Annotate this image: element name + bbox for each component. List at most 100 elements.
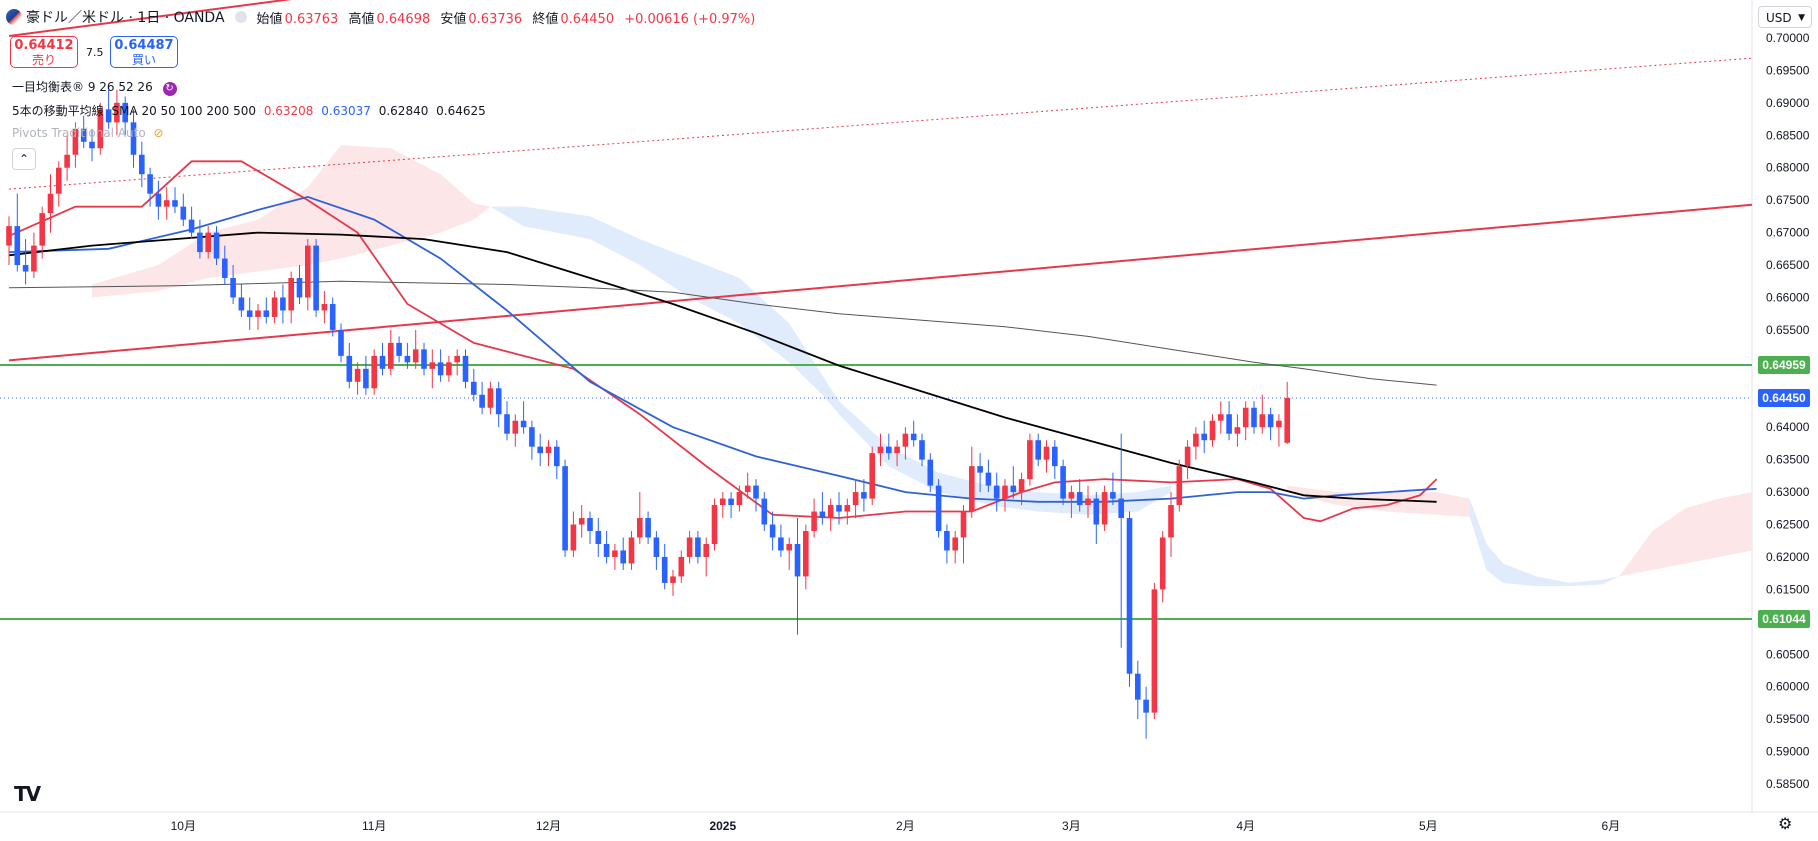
ma-title: 5本の移動平均線 [12,104,104,118]
candle-body [661,556,668,583]
candle-body [1143,699,1149,713]
legend-ma[interactable]: 5本の移動平均線 SMA 20 50 100 200 500 0.63208 0… [12,102,486,119]
buy-button[interactable]: 0.64487 買い [110,36,178,68]
candle-body [31,245,37,272]
candle-body [1234,427,1241,434]
trend-line-solid [8,0,293,38]
candle-body [504,414,510,434]
candle-body [637,518,643,538]
pivots-label: Pivots Traditional Auto [12,126,146,140]
close-label: 終値 [532,11,559,27]
buy-label: 買い [131,53,156,67]
collapse-legend-button[interactable]: ⌃ [12,148,36,170]
sell-price: 0.64412 [14,38,74,53]
candle-body [686,537,693,557]
hidden-eye-icon[interactable]: ⊘ [153,126,164,140]
candle-body [1251,407,1257,428]
candle-body [944,531,950,551]
ma-line-sma100 [8,231,1437,503]
candle-body [14,226,21,266]
ma-params: SMA 20 50 100 200 500 [111,104,256,118]
candle-body [1259,414,1266,428]
open-label: 始値 [256,11,283,27]
candle-body [612,550,618,557]
price-label-bg [1758,356,1810,375]
ma20-value: 0.63208 [263,104,314,118]
candle-body [1276,420,1282,428]
legend-pivots[interactable]: Pivots Traditional Auto ⊘ [12,126,164,140]
candle-body [346,355,353,382]
candle-body [1284,398,1290,443]
candle-body [495,388,502,415]
candle-body [105,109,112,123]
spread-value: 7.5 [86,46,104,59]
high-label: 高値 [348,11,375,27]
candle-body [778,537,784,551]
candle-body [1076,492,1083,506]
candle-body [197,232,203,253]
candle-body [446,362,452,376]
market-status-icon [234,11,247,23]
candle-body [985,472,992,486]
candle-body [363,368,369,389]
candle-body [827,505,834,519]
refresh-icon[interactable]: ↻ [162,82,177,96]
y-tick-label: 0.59000 [1766,745,1810,759]
y-tick-label: 0.69000 [1766,96,1810,110]
candle-body [869,453,875,499]
tradingview-logo-icon[interactable]: TV [14,782,41,806]
candle-body [819,511,826,519]
candle-body [620,550,626,564]
candle-body [388,342,394,369]
candle-body [429,362,436,369]
candle-body [1184,446,1191,467]
x-tick-label: 4月 [1236,819,1255,833]
candle-body [910,433,917,441]
candle-body [396,342,402,356]
candle-body [537,446,543,454]
close-value: 0.64450 [560,11,615,27]
candle-body [462,355,469,382]
candle-body [1226,414,1232,434]
legend-ichimoku[interactable]: 一目均衡表® 9 26 52 26 ↻ [12,78,177,96]
candle-body [188,219,195,233]
candle-body [1159,537,1166,590]
candle-body [728,498,734,506]
candle-body [163,200,170,207]
candle-body [753,485,759,499]
candle-body [529,427,535,447]
candle-body [595,531,602,544]
candle-body [1151,589,1158,713]
low-label: 安値 [440,11,467,27]
ichimoku-cloud-bull [1287,485,1470,517]
gear-icon[interactable]: ⚙ [1778,814,1793,833]
current-price-label: 0.64450 [1762,391,1806,405]
candle-body [1068,492,1075,499]
y-tick-label: 0.67500 [1766,193,1810,207]
sell-button[interactable]: 0.64412 売り [10,36,78,68]
y-tick-label: 0.63500 [1766,453,1810,467]
candle-body [1052,446,1058,467]
candle-body [935,485,942,532]
candle-body [471,381,477,395]
candle-body [761,498,768,525]
candle-body [1035,440,1041,460]
y-tick-label: 0.60500 [1766,647,1810,661]
low-value: 0.63736 [468,11,523,27]
candle-body [147,174,153,194]
ma100-value: 0.62840 [378,104,429,118]
candle-body [670,576,676,583]
symbol-title[interactable]: 豪ドル／米ドル · 1日 · OANDA [26,10,225,26]
candle-body [545,446,552,454]
currency-selector[interactable]: USD ▼ [1758,6,1812,28]
ma200-value: 0.64625 [436,104,486,118]
sell-label: 売り [31,53,56,67]
candle-body [230,278,236,298]
candle-body [587,518,593,532]
candle-body [645,518,651,538]
candle-body [736,492,743,506]
x-tick-label: 2025 [709,819,736,833]
candle-body [744,485,751,493]
candle-body [1126,518,1133,674]
